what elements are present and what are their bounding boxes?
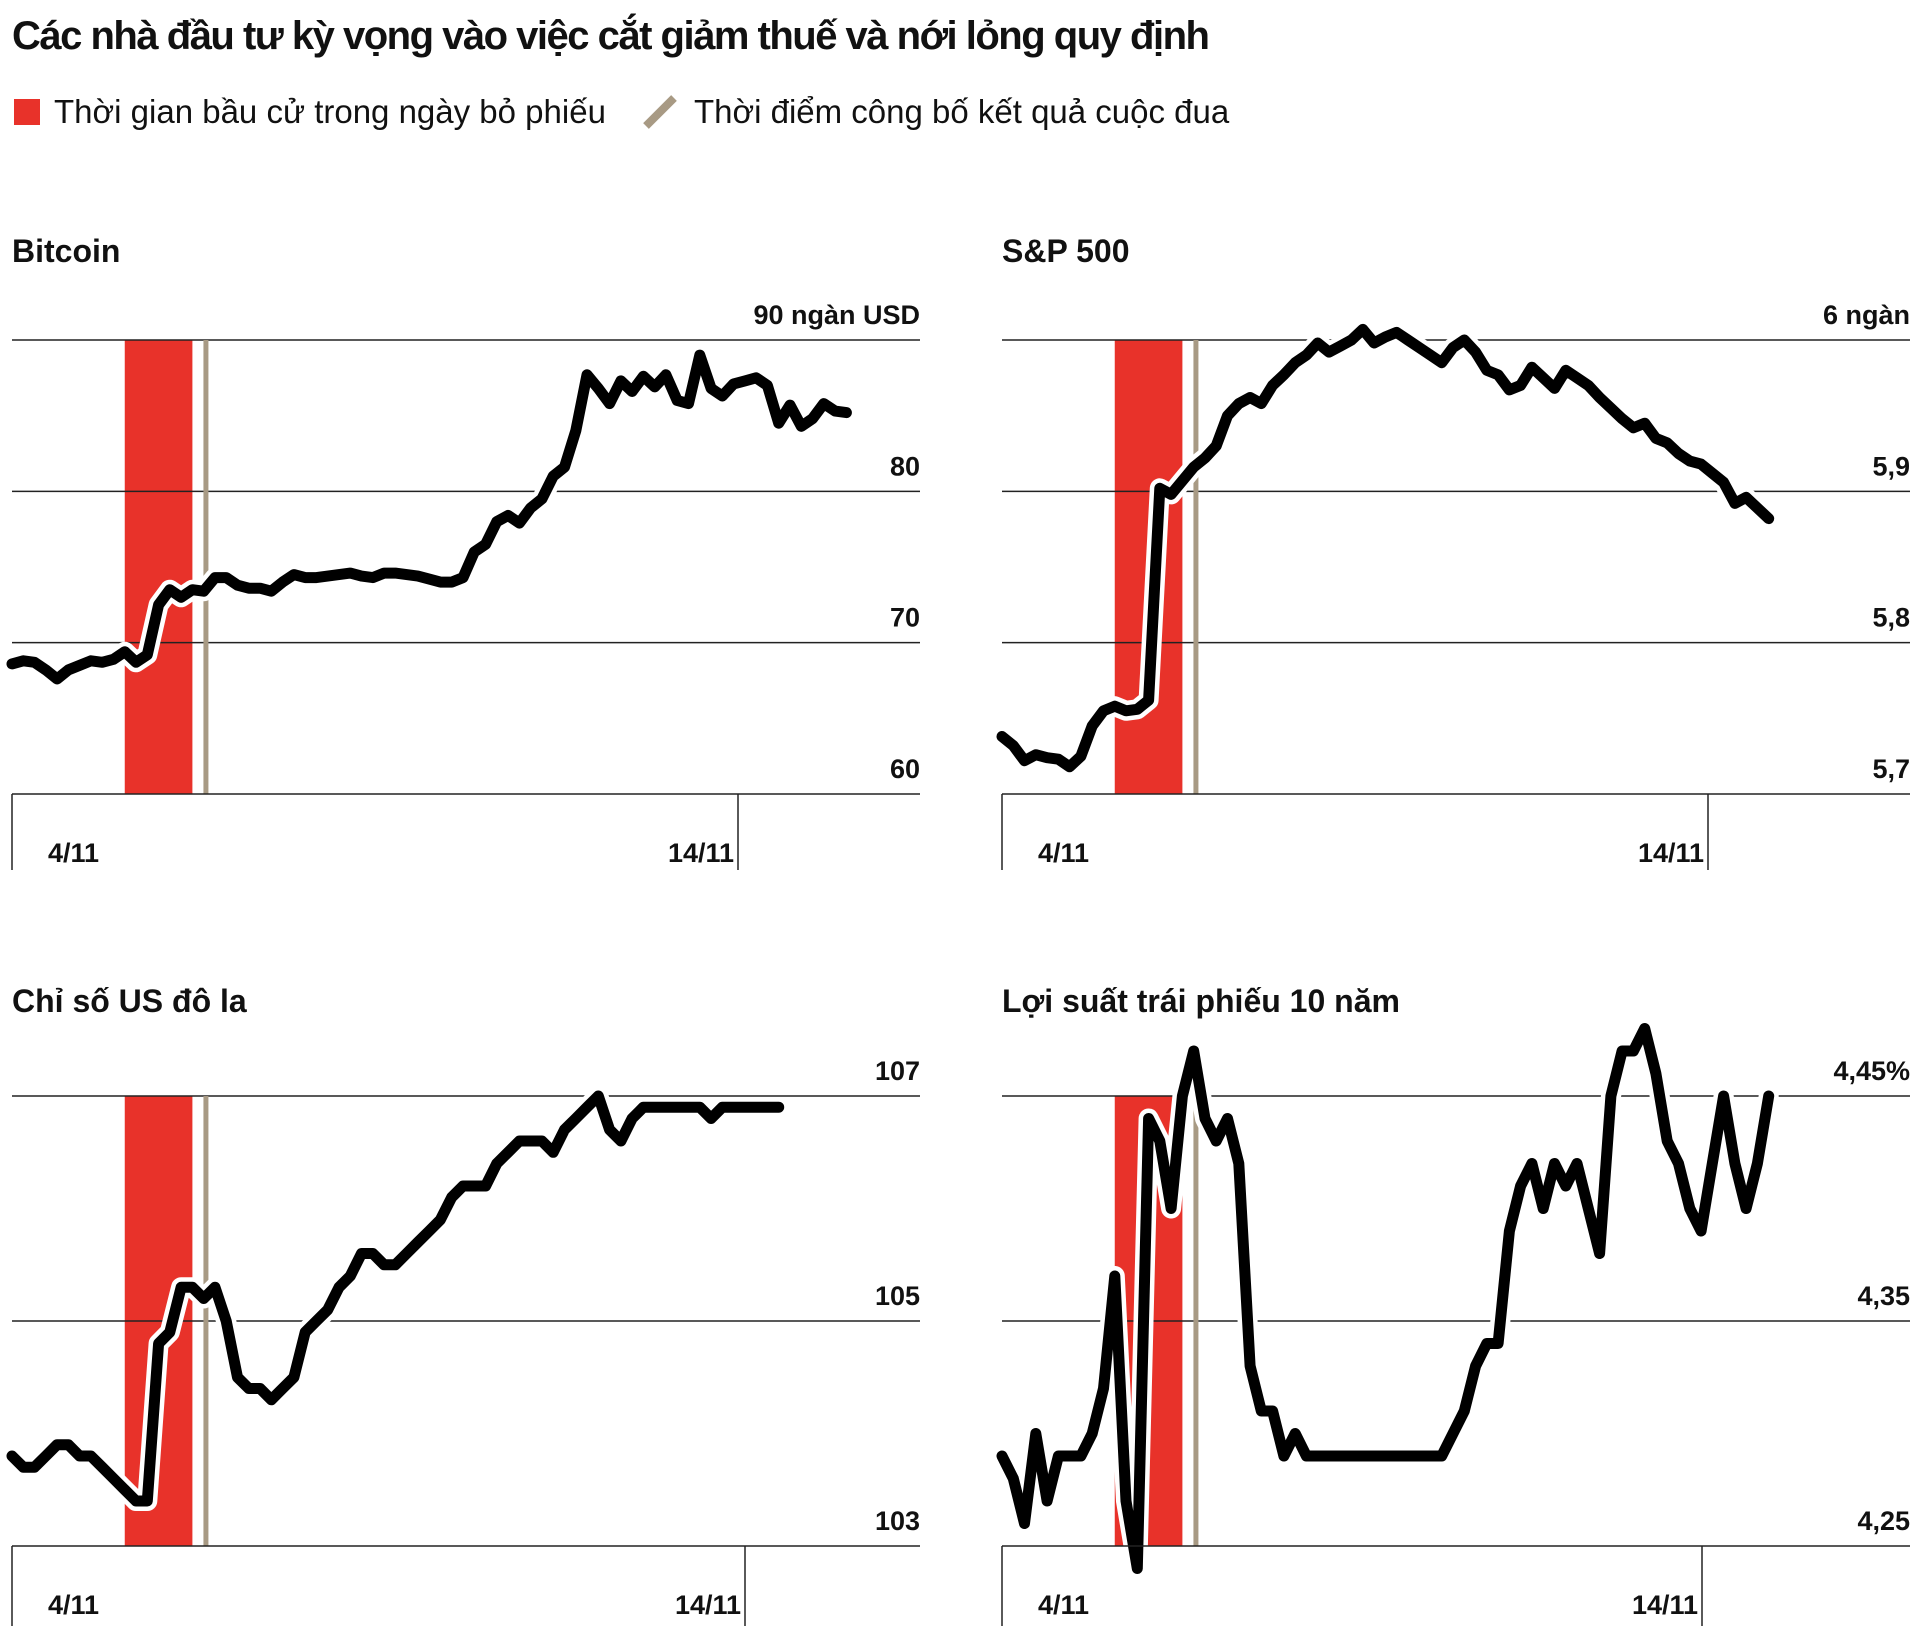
series-line bbox=[996, 1023, 1775, 1574]
x-tick-label: 4/11 bbox=[1038, 1590, 1089, 1620]
series-line bbox=[6, 349, 852, 685]
y-tick-label: 70 bbox=[890, 603, 920, 633]
page-title: Các nhà đầu tư kỳ vọng vào việc cắt giảm… bbox=[12, 14, 1210, 58]
y-tick-label: 6 ngàn bbox=[1823, 300, 1910, 330]
x-tick-label: 14/11 bbox=[1632, 1590, 1698, 1620]
x-tick-label: 14/11 bbox=[1638, 838, 1704, 868]
chart-title: Bitcoin bbox=[12, 233, 120, 269]
y-tick-label: 90 ngàn USD bbox=[753, 300, 920, 330]
y-tick-label: 4,45% bbox=[1833, 1056, 1910, 1086]
race-called-slash-icon bbox=[643, 95, 677, 129]
x-tick-label: 14/11 bbox=[668, 838, 734, 868]
chart-title: S&P 500 bbox=[1002, 233, 1130, 269]
legend-election-window-label: Thời gian bầu cử trong ngày bỏ phiếu bbox=[54, 93, 606, 130]
treasury-10y-yield-chart: Lợi suất trái phiếu 10 năm 4,25 4,35 4,45% 4… bbox=[992, 983, 1910, 1626]
us-dollar-index-chart: Chỉ số US đô la 103 105 107 4/11 14/11 bbox=[2, 983, 920, 1626]
chart-title: Chỉ số US đô la bbox=[12, 983, 247, 1019]
legend: Thời gian bầu cử trong ngày bỏ phiếu Thờ… bbox=[14, 90, 1229, 134]
y-tick-label: 107 bbox=[875, 1056, 920, 1086]
series-line bbox=[996, 323, 1775, 773]
y-tick-label: 4,35 bbox=[1857, 1281, 1910, 1311]
x-tick-label: 4/11 bbox=[1038, 838, 1089, 868]
election-window-band bbox=[124, 340, 193, 794]
y-tick-label: 5,9 bbox=[1872, 451, 1910, 481]
bitcoin-chart: Bitcoin 60 70 80 90 ngàn USD 4/11 14/11 bbox=[2, 233, 920, 870]
x-tick-label: 4/11 bbox=[48, 838, 99, 868]
sp500-chart: S&P 500 5,7 5,8 5,9 6 ngàn 4/11 14/11 bbox=[992, 233, 1910, 870]
chart-title: Lợi suất trái phiếu 10 năm bbox=[1002, 983, 1400, 1019]
y-tick-label: 4,25 bbox=[1857, 1506, 1910, 1536]
y-tick-label: 60 bbox=[890, 754, 920, 784]
y-tick-label: 105 bbox=[875, 1281, 920, 1311]
y-tick-label: 103 bbox=[875, 1506, 920, 1536]
y-tick-label: 5,7 bbox=[1872, 754, 1910, 784]
y-tick-label: 5,8 bbox=[1872, 603, 1910, 633]
legend-race-called-label: Thời điểm công bố kết quả cuộc đua bbox=[693, 93, 1230, 130]
election-window-swatch bbox=[14, 99, 40, 125]
series-line bbox=[6, 1090, 785, 1507]
x-tick-label: 14/11 bbox=[675, 1590, 741, 1620]
x-tick-label: 4/11 bbox=[48, 1590, 99, 1620]
y-tick-label: 80 bbox=[890, 451, 920, 481]
